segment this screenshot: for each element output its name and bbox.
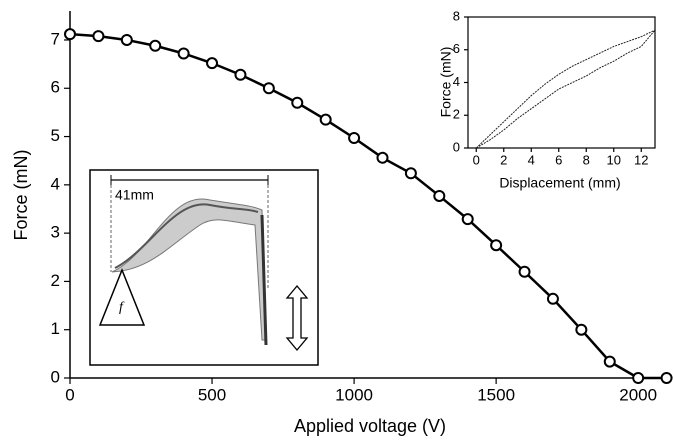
data-line (69, 32, 667, 380)
plot-frame (467, 16, 656, 149)
x-tick-label: 8 (583, 153, 590, 168)
data-point (575, 323, 588, 336)
x-tick-label: 10 (607, 153, 621, 168)
y-tick-label: 0 (453, 139, 460, 154)
data-point (92, 30, 105, 43)
actuator-edge (114, 203, 259, 269)
x-tick-label: 0 (65, 385, 74, 404)
data-point (433, 189, 446, 202)
x-axis-label: Displacement (mm) (499, 175, 620, 191)
force-label: f (119, 300, 125, 315)
y-tick-label: 2 (51, 271, 60, 290)
x-tick-label: 6 (555, 153, 562, 168)
dimension-label: 41mm (115, 187, 154, 203)
y-tick-label: 8 (453, 8, 460, 23)
data-point (177, 47, 190, 60)
data-point (603, 355, 616, 368)
data-point (490, 239, 503, 252)
actuator-tip (260, 214, 268, 346)
force-sensor (98, 267, 146, 326)
y-tick-label: 5 (51, 126, 60, 145)
data-point (348, 132, 361, 145)
data-point (461, 213, 474, 226)
data-line (475, 29, 656, 149)
y-axis-label: Force (mN) (11, 150, 31, 241)
data-point (660, 372, 673, 384)
y-axis-label: Force (mN) (438, 47, 454, 118)
motion-arrow (285, 284, 309, 352)
y-tick-label: 4 (51, 174, 60, 193)
data-point (234, 68, 247, 81)
x-tick-label: 1000 (335, 385, 373, 404)
data-point (149, 39, 162, 52)
data-point (319, 113, 332, 126)
y-tick-label: 1 (51, 319, 60, 338)
data-point (546, 292, 559, 305)
y-tick-label: 2 (453, 107, 460, 122)
x-tick-label: 12 (634, 153, 648, 168)
x-tick-label: 1500 (477, 385, 515, 404)
data-point (291, 96, 304, 109)
data-point (518, 265, 531, 278)
x-tick-label: 500 (198, 385, 226, 404)
data-point (120, 33, 133, 46)
x-tick-label: 0 (473, 153, 480, 168)
y-tick-label: 0 (51, 367, 60, 386)
y-tick-label: 4 (453, 74, 460, 89)
data-point (64, 28, 76, 41)
y-tick-label: 6 (51, 78, 60, 97)
data-point (376, 151, 389, 164)
data-point (404, 167, 417, 180)
x-tick-label: 4 (528, 153, 535, 168)
chart-1: 0 2 4 6 8 10 12 0 2 4 6 8 Displacement (mm) Force (mN… (438, 8, 656, 191)
data-point (632, 372, 645, 384)
x-tick-label: 2000 (619, 385, 657, 404)
x-axis-label: Applied voltage (V) (294, 416, 446, 436)
data-point (206, 57, 219, 70)
data-point (262, 82, 275, 95)
y-tick-label: 6 (453, 41, 460, 56)
y-tick-label: 3 (51, 223, 60, 242)
x-tick-label: 2 (500, 153, 507, 168)
photo-inset: f 41mm (89, 169, 319, 366)
data-line (475, 29, 656, 149)
y-tick-label: 7 (51, 29, 60, 48)
